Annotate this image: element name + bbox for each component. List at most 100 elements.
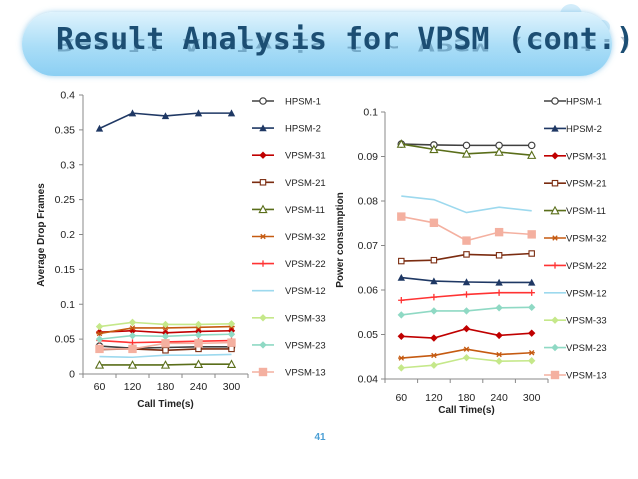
data-point	[96, 330, 103, 337]
legend-label: VPSM-11	[566, 206, 606, 217]
legend-label: HPSM-2	[566, 124, 602, 135]
data-point	[461, 148, 472, 158]
data-point	[160, 360, 171, 369]
legend-label: VPSM-23	[285, 340, 326, 351]
legend-label: HPSM-2	[285, 124, 321, 135]
legend-marker	[258, 367, 268, 377]
y-tick-label: 0.1	[60, 299, 75, 311]
data-point	[429, 218, 439, 228]
data-point	[227, 320, 236, 328]
data-point	[162, 347, 169, 354]
legend-label: VPSM-12	[566, 288, 607, 299]
data-point	[194, 109, 203, 117]
data-point	[161, 320, 170, 329]
legend-label: VPSM-23	[566, 343, 607, 354]
data-point	[495, 289, 503, 296]
legend-label: VPSM-13	[285, 368, 326, 379]
data-point	[398, 257, 405, 265]
data-point	[161, 112, 170, 120]
y-tick-label: 0.35	[55, 124, 76, 136]
y-tick-label: 0.15	[55, 264, 76, 276]
data-point	[127, 360, 138, 369]
legend-label: VPSM-22	[285, 259, 326, 270]
x-tick-label: 180	[458, 392, 476, 404]
data-point	[495, 351, 503, 358]
y-tick-label: 0.06	[358, 285, 379, 297]
legend-label: HPSM-1	[566, 97, 602, 108]
data-point	[462, 353, 471, 362]
legend-marker	[551, 262, 559, 269]
data-point	[528, 303, 536, 312]
data-point	[528, 329, 536, 337]
data-point	[95, 124, 104, 132]
data-point	[397, 311, 405, 319]
y-tick-label: 0.2	[60, 229, 75, 241]
legend-label: VPSM-21	[285, 178, 326, 189]
y-tick-label: 0.08	[358, 196, 379, 208]
data-point	[128, 331, 137, 340]
data-point	[462, 236, 471, 245]
data-point	[397, 273, 405, 281]
y-tick-label: 0.05	[358, 329, 379, 341]
x-tick-label: 60	[395, 392, 407, 404]
data-point	[226, 359, 237, 368]
data-point	[397, 364, 405, 372]
data-point	[463, 346, 470, 352]
y-tick-label: 0	[69, 369, 75, 381]
y-tick-label: 0.07	[358, 240, 379, 252]
legend-marker	[259, 124, 267, 132]
data-point	[495, 331, 503, 340]
data-point	[528, 350, 535, 356]
y-tick-label: 0.05	[55, 334, 76, 346]
legend-marker	[258, 204, 268, 214]
data-point	[129, 325, 136, 331]
title-banner	[22, 12, 612, 76]
data-point	[430, 307, 438, 315]
data-point	[494, 147, 504, 156]
legend-label: VPSM-11	[285, 205, 325, 216]
legend-label: VPSM-33	[566, 316, 607, 327]
data-point	[193, 359, 204, 368]
data-point	[128, 109, 137, 117]
x-tick-label: 240	[490, 392, 508, 404]
x-tick-label: 120	[425, 392, 443, 404]
data-point	[94, 360, 105, 369]
data-point	[463, 291, 470, 298]
x-axis-label: Call Time(s)	[137, 399, 194, 410]
x-axis-label: Call Time(s)	[438, 405, 495, 416]
y-axis-label: Average Drop Frames	[36, 183, 47, 287]
data-point	[194, 320, 203, 329]
data-point	[227, 109, 236, 117]
data-point	[527, 141, 536, 150]
data-point	[430, 277, 438, 285]
legend-label: VPSM-32	[566, 234, 607, 245]
y-tick-label: 0.25	[55, 194, 76, 206]
data-point	[227, 338, 236, 347]
data-point	[128, 344, 137, 354]
slide-title: Result Analysis for VPSM (cont.)	[56, 22, 634, 57]
legend-marker	[259, 233, 267, 240]
data-point	[161, 339, 170, 348]
data-point	[430, 352, 438, 359]
data-point	[194, 331, 203, 339]
data-point	[396, 139, 406, 148]
data-point	[398, 355, 405, 361]
data-point	[527, 230, 536, 239]
data-point	[528, 289, 535, 296]
legend-label: VPSM-12	[285, 286, 326, 297]
data-point	[161, 332, 170, 341]
x-tick-label: 300	[523, 392, 541, 404]
data-point	[194, 339, 203, 348]
data-point	[95, 322, 104, 331]
legend-label: VPSM-31	[285, 151, 326, 162]
legend-label: VPSM-31	[566, 151, 607, 162]
data-point	[494, 227, 504, 237]
legend-label: VPSM-22	[566, 261, 607, 272]
legend-marker	[551, 124, 559, 132]
data-point	[462, 307, 471, 315]
data-point	[462, 141, 471, 150]
legend-marker	[259, 151, 267, 159]
data-point	[528, 357, 536, 365]
